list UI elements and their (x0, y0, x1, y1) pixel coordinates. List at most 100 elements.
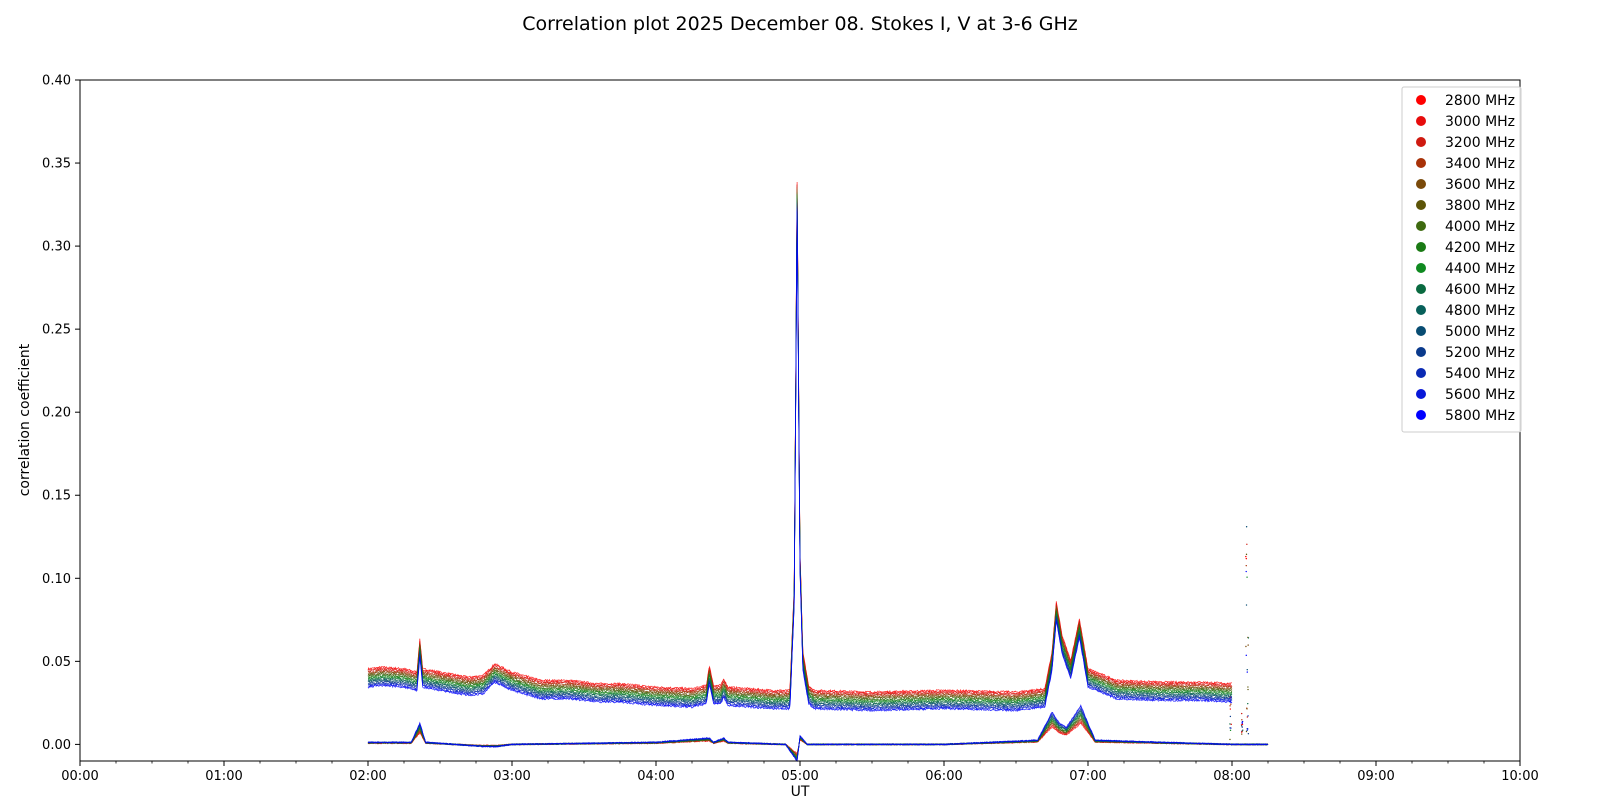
late-spike-point (1240, 725, 1243, 727)
stokes-i-series-line (368, 198, 1233, 705)
stokes-v-series-line (367, 707, 1269, 761)
legend-marker (1416, 137, 1426, 147)
legend-label: 5200 MHz (1445, 345, 1515, 361)
chart-title: Correlation plot 2025 December 08. Stoke… (522, 13, 1077, 35)
legend-marker (1416, 200, 1426, 210)
x-tick-label: 07:00 (1069, 769, 1106, 784)
x-tick-label: 06:00 (925, 769, 962, 784)
legend-label: 3400 MHz (1445, 156, 1515, 172)
late-spike-point (1241, 719, 1243, 721)
late-spike-point (1245, 553, 1248, 556)
late-spike-point (1241, 723, 1244, 726)
late-spike-point (1241, 731, 1243, 733)
late-spike-point (1246, 716, 1249, 718)
late-spike-point (1245, 526, 1248, 528)
x-tick-label: 01:00 (205, 769, 242, 784)
plot-frame (79, 79, 1521, 762)
stokes-i-series-line (367, 181, 1233, 694)
stokes-v-series-line (367, 712, 1269, 758)
x-tick-label: 08:00 (1213, 769, 1250, 784)
legend-marker (1416, 95, 1426, 105)
late-spike-point (1245, 555, 1247, 558)
late-spike-point (1245, 730, 1248, 733)
stokes-v-series-line (367, 721, 1269, 756)
stokes-i-series-line (367, 193, 1233, 702)
late-spike-point (1229, 705, 1231, 707)
stokes-i-series-line (367, 201, 1233, 706)
stokes-i-series-line (367, 189, 1233, 699)
stokes-v-series-line (367, 718, 1269, 756)
stokes-v-series-line (367, 714, 1268, 758)
legend-label: 3600 MHz (1445, 177, 1515, 193)
legend-marker (1416, 242, 1426, 252)
stokes-v-series-line (367, 704, 1269, 763)
late-spike-point (1246, 576, 1248, 578)
legend-marker (1416, 368, 1426, 378)
stokes-i-series-line (367, 203, 1233, 708)
x-tick-label: 00:00 (61, 769, 98, 784)
stokes-v-series-line (367, 717, 1269, 757)
legend-label: 5000 MHz (1445, 324, 1515, 340)
y-tick-label: 0.30 (42, 240, 71, 255)
x-tick-label: 10:00 (1501, 769, 1538, 784)
y-tick-label: 0.15 (42, 489, 71, 504)
stokes-i-series-line (367, 196, 1233, 704)
late-spike-point (1247, 644, 1249, 646)
x-axis-label: UT (791, 784, 810, 800)
late-spike-point (1229, 708, 1232, 710)
late-spike-point (1229, 700, 1231, 703)
y-axis-label: correlation coefficient (17, 343, 33, 496)
y-tick-label: 0.25 (42, 323, 71, 338)
y-tick-label: 0.20 (42, 406, 71, 421)
legend-label: 4400 MHz (1445, 261, 1515, 277)
stokes-i-series-line (367, 208, 1233, 711)
stokes-v-series-line (367, 705, 1269, 762)
late-spike-point (1230, 723, 1232, 726)
y-tick-label: 0.35 (42, 157, 71, 172)
legend-marker (1416, 158, 1426, 168)
late-spike-point (1229, 697, 1231, 700)
y-tick-label: 0.05 (42, 655, 71, 670)
stokes-i-series-line (367, 211, 1233, 713)
legend-marker (1416, 116, 1426, 126)
legend-label: 3800 MHz (1445, 198, 1515, 214)
late-spike-point (1247, 733, 1250, 735)
legend-label: 4000 MHz (1445, 219, 1515, 235)
late-spike-point (1245, 645, 1247, 648)
stokes-v-series-line (367, 710, 1269, 761)
late-spike-point (1229, 738, 1231, 741)
stokes-i-series-line (367, 205, 1233, 709)
late-spike-point (1229, 723, 1231, 725)
legend-label: 3000 MHz (1445, 114, 1515, 130)
late-spike-point (1247, 715, 1249, 717)
legend-label: 5600 MHz (1445, 387, 1515, 403)
x-tick-label: 04:00 (637, 769, 674, 784)
late-spike-point (1241, 726, 1243, 728)
y-axis: 0.00 0.05 0.10 0.15 0.20 0.25 0.30 0.35 0.40 (42, 74, 80, 753)
x-tick-label: 03:00 (493, 769, 530, 784)
stokes-v-series-line (367, 710, 1269, 760)
stokes-i-series-line (367, 184, 1233, 697)
x-tick-label: 02:00 (349, 769, 386, 784)
late-spike-point (1247, 688, 1249, 691)
legend-label: 4200 MHz (1445, 240, 1515, 256)
late-spike-point (1240, 712, 1243, 715)
legend-label: 5800 MHz (1445, 408, 1515, 424)
late-spike-point (1230, 696, 1232, 698)
stokes-i-series-line (367, 207, 1233, 710)
late-spike-point (1245, 604, 1248, 606)
legend-marker (1416, 263, 1426, 273)
legend-marker (1416, 284, 1426, 294)
late-spike-point (1246, 671, 1248, 673)
late-spike-point (1241, 722, 1243, 725)
late-spike-point (1245, 564, 1247, 567)
legend-marker (1416, 410, 1426, 420)
legend-marker (1416, 179, 1426, 189)
stokes-v-series-line (367, 722, 1269, 755)
legend-label: 5400 MHz (1445, 366, 1515, 382)
legend-marker (1416, 389, 1426, 399)
y-tick-label: 0.10 (42, 572, 71, 587)
legend-marker (1416, 305, 1426, 315)
late-spike-point (1245, 570, 1247, 573)
